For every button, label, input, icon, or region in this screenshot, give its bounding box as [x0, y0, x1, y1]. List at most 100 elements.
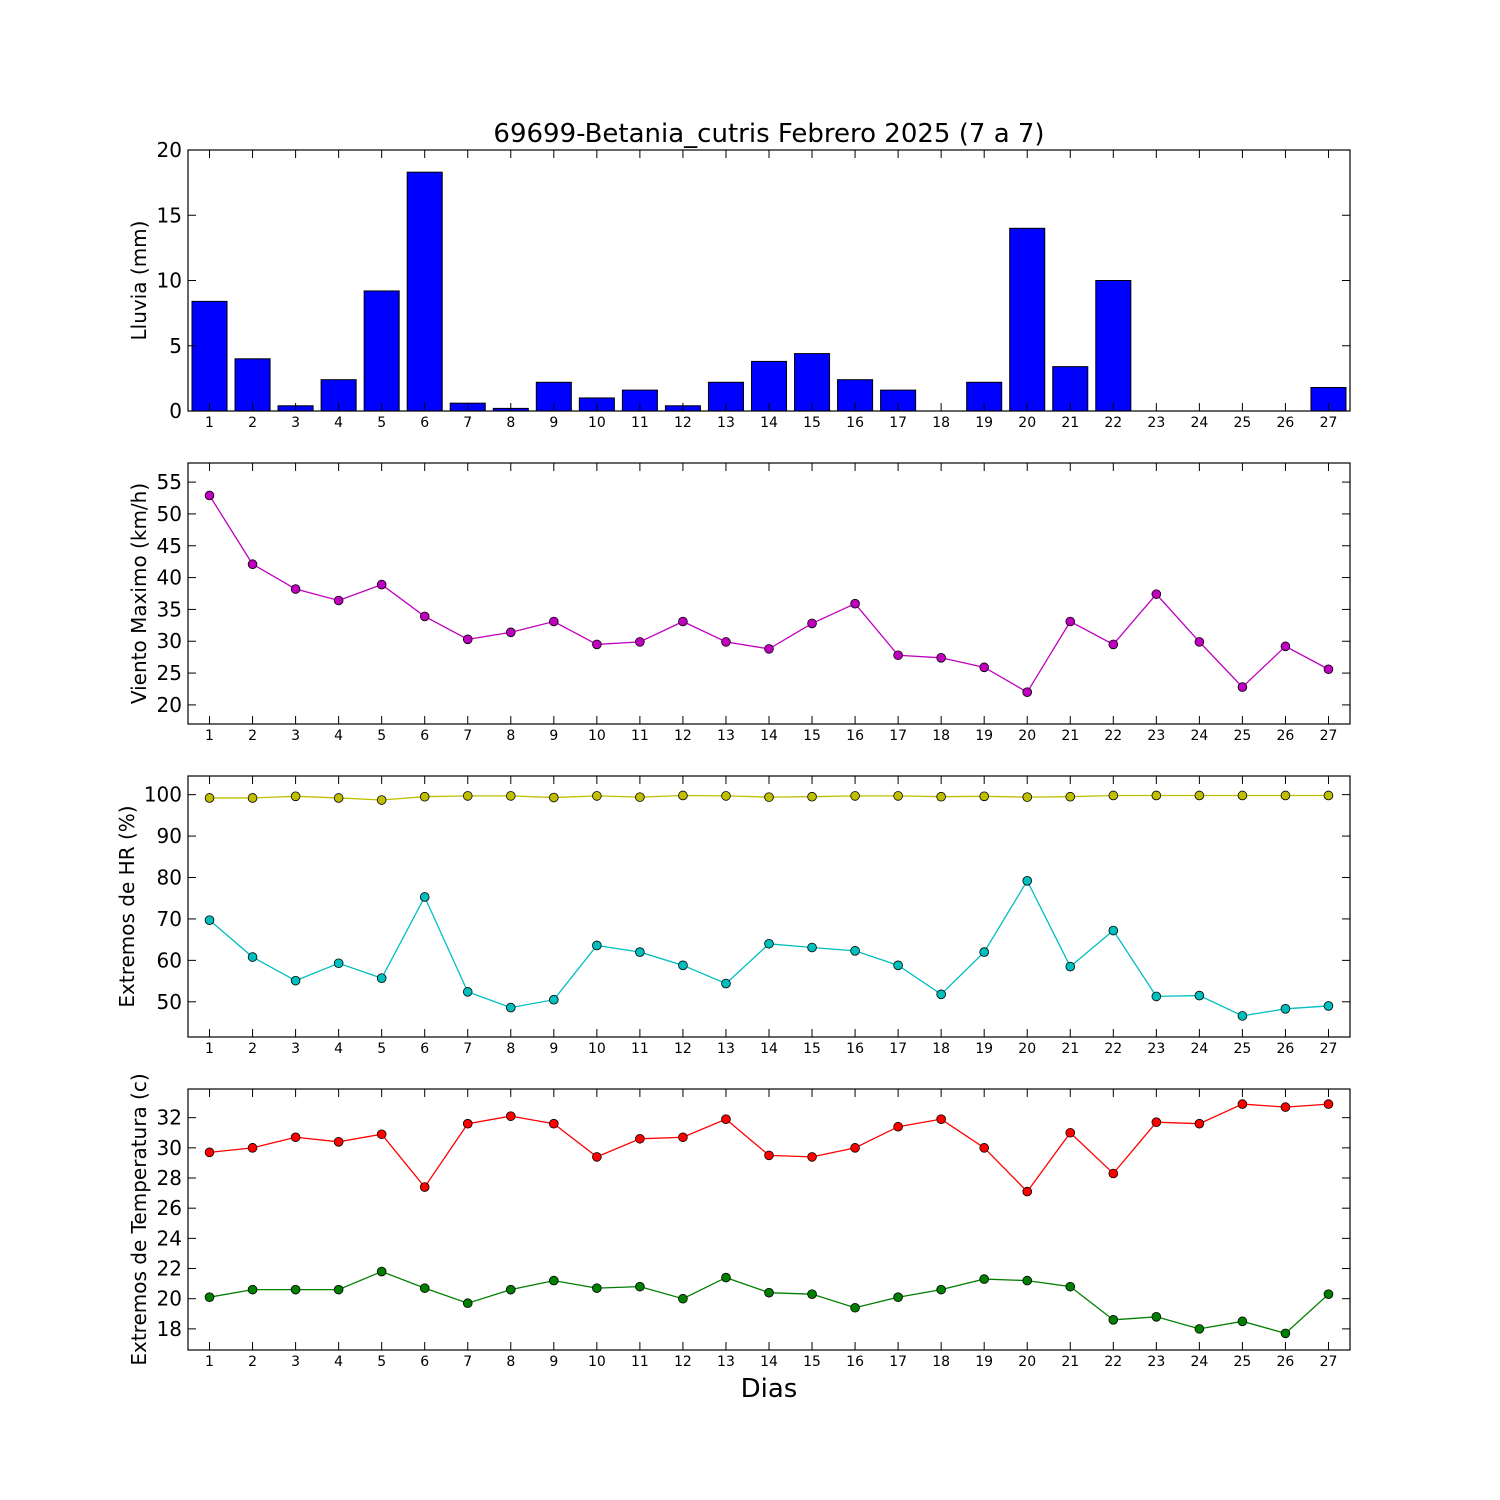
temperature-xtick-label: 7: [463, 1354, 472, 1370]
wind-xtick-label: 8: [506, 728, 515, 744]
temperature-point: [850, 1302, 860, 1313]
temperature-point: [290, 1284, 301, 1295]
humidity-point: [462, 791, 473, 801]
temperature-point: [979, 1143, 989, 1153]
humidity-point: [678, 790, 688, 801]
rain-xtick-label: 7: [463, 415, 472, 431]
rain-xtick-label: 13: [717, 415, 735, 431]
temperature-point: [721, 1114, 731, 1124]
wind-xtick-label: 3: [291, 728, 300, 744]
humidity-point: [1108, 925, 1119, 936]
humidity-xtick-label: 13: [717, 1041, 735, 1057]
humidity-point: [850, 791, 860, 801]
wind-xtick-label: 16: [846, 728, 864, 744]
wind-point: [419, 611, 430, 622]
humidity-point: [419, 791, 430, 802]
temperature-xtick-label: 14: [760, 1354, 778, 1370]
humidity-point: [721, 978, 731, 989]
rain-xtick-label: 24: [1190, 415, 1208, 431]
wind-point: [893, 650, 903, 661]
temperature-xtick-label: 17: [889, 1354, 907, 1370]
wind-ytick-label: 55: [157, 470, 182, 494]
rain-xtick-label: 21: [1061, 415, 1079, 431]
wind-point: [807, 618, 817, 629]
temperature-point: [333, 1137, 344, 1147]
temperature-point: [592, 1152, 602, 1162]
humidity-point: [1022, 792, 1033, 802]
wind-point: [1022, 687, 1033, 697]
humidity-xtick-label: 26: [1277, 1041, 1295, 1057]
rain-xtick-label: 8: [506, 415, 515, 431]
humidity-point: [247, 952, 258, 962]
wind-point: [505, 627, 516, 638]
humidity-xtick-label: 27: [1320, 1041, 1338, 1057]
temperature-point: [936, 1284, 946, 1295]
temperature-point: [549, 1275, 559, 1286]
wind-xtick-label: 12: [674, 728, 692, 744]
temperature-axes-frame: [187, 1088, 1351, 1351]
temperature-point: [893, 1292, 903, 1302]
wind-axes-frame: [187, 462, 1351, 725]
humidity-ytick-label: 100: [144, 783, 182, 807]
temperature-point: [247, 1143, 258, 1153]
humidity-point: [1194, 990, 1205, 1001]
wind-point: [764, 644, 774, 654]
humidity-point: [979, 947, 989, 957]
wind-ytick-label: 20: [157, 693, 182, 717]
wind-point: [635, 637, 645, 647]
wind-xtick-label: 21: [1061, 728, 1079, 744]
humidity-point: [936, 989, 946, 1000]
humidity-xtick-label: 12: [674, 1041, 692, 1057]
wind-xtick-label: 2: [248, 728, 257, 744]
temperature-point: [807, 1289, 817, 1299]
humidity-point: [1280, 790, 1291, 801]
temperature-ytick-label: 18: [157, 1317, 182, 1341]
temperature-series-line: [209, 1103, 1329, 1193]
rain-xtick-label: 4: [334, 415, 343, 431]
temperature-ytick-label: 20: [157, 1287, 182, 1311]
humidity-y-axis-label: Extremos de HR (%): [115, 805, 139, 1007]
temperature-xtick-label: 27: [1320, 1354, 1338, 1370]
wind-xtick-label: 13: [717, 728, 735, 744]
rain-xtick-label: 16: [846, 415, 864, 431]
rain-xtick-label: 27: [1320, 415, 1338, 431]
chart-title: 69699-Betania_cutris Febrero 2025 (7 a 7…: [493, 119, 1044, 149]
wind-point: [204, 490, 215, 501]
temperature-y-axis-label: Extremos de Temperatura (c): [127, 1073, 151, 1365]
temperature-xtick-label: 20: [1018, 1354, 1036, 1370]
wind-point: [549, 616, 559, 627]
temperature-point: [635, 1281, 645, 1292]
humidity-xtick-label: 21: [1061, 1041, 1079, 1057]
x-axis-label: Dias: [741, 1374, 798, 1404]
rain-bar: [1009, 227, 1046, 412]
humidity-ytick-label: 80: [157, 866, 182, 890]
humidity-point: [592, 791, 602, 801]
humidity-point: [290, 975, 301, 986]
rain-ytick-label: 10: [157, 269, 182, 293]
humidity-point: [505, 1002, 516, 1013]
wind-xtick-label: 4: [334, 728, 343, 744]
rain-xtick-label: 25: [1233, 415, 1251, 431]
wind-y-axis-label: Viento Maximo (km/h): [127, 483, 151, 704]
temperature-point: [936, 1114, 946, 1124]
temperature-point: [204, 1147, 215, 1158]
wind-ytick-label: 40: [157, 566, 182, 590]
temperature-point: [592, 1283, 602, 1293]
temperature-point: [893, 1121, 903, 1132]
wind-point: [1151, 589, 1162, 599]
humidity-point: [1108, 790, 1119, 801]
temperature-point: [807, 1152, 817, 1162]
temperature-point: [1323, 1289, 1334, 1299]
temperature-point: [1022, 1186, 1033, 1197]
rain-xtick-label: 23: [1147, 415, 1165, 431]
rain-xtick-label: 22: [1104, 415, 1122, 431]
humidity-point: [893, 960, 903, 971]
wind-point: [1237, 682, 1248, 692]
temperature-point: [764, 1287, 774, 1298]
rain-ytick-label: 0: [169, 399, 182, 423]
humidity-point: [376, 973, 387, 983]
rain-xtick-label: 10: [588, 415, 606, 431]
